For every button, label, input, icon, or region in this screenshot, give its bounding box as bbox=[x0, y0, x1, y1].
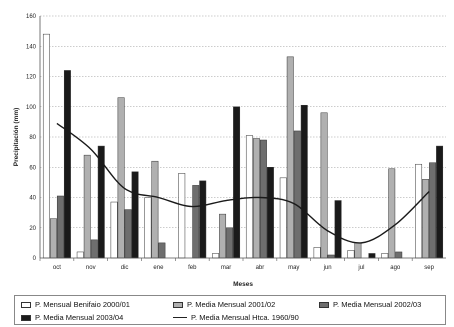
bar-s2-mar bbox=[226, 227, 234, 259]
y-tick-label-7: 140 bbox=[26, 44, 37, 50]
y-tick-label-0: 0 bbox=[33, 256, 37, 262]
bar-s0-dic bbox=[110, 201, 118, 259]
x-tick-label-nov: nov bbox=[86, 265, 96, 271]
y-tick-label-8: 160 bbox=[26, 14, 37, 20]
bar-s2-abr bbox=[259, 139, 267, 259]
legend-item-0: P. Mensual Benifaio 2000/01 bbox=[21, 300, 130, 309]
bar-s2-sep bbox=[429, 162, 437, 259]
y-tick-label-2: 40 bbox=[29, 196, 36, 202]
legend-swatch-0 bbox=[21, 301, 31, 308]
bar-s1-abr bbox=[252, 138, 260, 259]
bar-s0-oct bbox=[42, 33, 50, 259]
bar-s0-sep bbox=[415, 163, 423, 259]
bar-s2-dic bbox=[124, 209, 132, 259]
x-axis-ticks: oct nov dic ene feb mar abr may jun jul ago sep bbox=[39, 258, 435, 271]
bar-s0-ene bbox=[144, 197, 152, 259]
bar-s3-feb bbox=[199, 180, 207, 259]
legend-label-4: P. Media Mensual Htca. 1960/90 bbox=[191, 313, 299, 322]
bar-s0-feb bbox=[178, 173, 186, 259]
y-tick-label-6: 120 bbox=[26, 75, 37, 81]
y-axis-ticks: 0 20 40 60 80 100 120 140 160 bbox=[26, 14, 37, 262]
bar-s3-abr bbox=[266, 167, 274, 259]
x-tick-label-mar: mar bbox=[221, 265, 231, 271]
bar-s0-jun bbox=[313, 247, 321, 259]
bar-s3-dic bbox=[131, 171, 139, 259]
legend-label-3: P. Media Mensual 2003/04 bbox=[35, 313, 124, 322]
bar-s0-abr bbox=[245, 135, 253, 259]
bar-s0-may bbox=[279, 177, 287, 259]
precipitation-chart: 0 20 40 60 80 100 120 140 160 oct nov dic ene feb mar… bbox=[13, 14, 446, 288]
x-tick-label-jun: jun bbox=[323, 265, 332, 271]
bar-s0-jul bbox=[347, 250, 355, 259]
bar-s1-nov bbox=[83, 154, 91, 259]
legend: P. Mensual Benifaio 2000/01 P. Media Men… bbox=[14, 295, 446, 325]
bar-s1-may bbox=[286, 56, 294, 259]
bar-s1-mar bbox=[219, 213, 227, 259]
legend-item-4: P. Media Mensual Htca. 1960/90 bbox=[173, 313, 299, 322]
legend-swatch-2 bbox=[319, 301, 329, 308]
bar-s2-may bbox=[293, 130, 301, 259]
legend-item-2: P. Media Mensual 2002/03 bbox=[319, 300, 421, 309]
y-tick-label-1: 20 bbox=[29, 226, 36, 232]
bar-s3-sep bbox=[436, 145, 444, 259]
bar-s3-jul bbox=[368, 253, 376, 259]
y-tick-label-3: 60 bbox=[29, 165, 36, 171]
bar-s1-dic bbox=[117, 97, 125, 259]
bar-s2-nov bbox=[90, 239, 98, 259]
y-tick-label-5: 100 bbox=[26, 105, 37, 111]
x-axis-title: Meses bbox=[233, 281, 253, 288]
legend-swatch-4 bbox=[173, 317, 187, 318]
x-tick-label-feb: feb bbox=[188, 265, 197, 271]
bar-s1-ene bbox=[151, 160, 159, 259]
x-tick-label-sep: sep bbox=[424, 265, 434, 271]
bar-s2-jun bbox=[327, 254, 335, 259]
bar-s1-sep bbox=[422, 179, 430, 259]
x-tick-label-jul: jul bbox=[357, 265, 364, 271]
legend-swatch-1 bbox=[173, 301, 183, 308]
line-series-0 bbox=[56, 122, 430, 244]
bar-s3-nov bbox=[97, 145, 105, 259]
x-tick-label-oct: oct bbox=[53, 265, 61, 271]
y-axis-title: Precipitación (mm) bbox=[13, 108, 20, 167]
bar-s2-feb bbox=[192, 185, 200, 259]
x-tick-label-may: may bbox=[288, 265, 299, 271]
bar-s2-oct bbox=[56, 195, 64, 259]
legend-item-3: P. Media Mensual 2003/04 bbox=[21, 313, 123, 322]
x-tick-label-ago: ago bbox=[390, 265, 401, 271]
bar-s1-oct bbox=[49, 218, 57, 259]
bar-s3-oct bbox=[63, 70, 71, 259]
x-tick-label-abr: abr bbox=[256, 265, 265, 271]
bar-s1-jul bbox=[354, 242, 362, 259]
historical-line bbox=[56, 122, 430, 244]
bar-s0-ago bbox=[381, 253, 389, 259]
legend-label-2: P. Media Mensual 2002/03 bbox=[333, 300, 422, 309]
legend-item-1: P. Media Mensual 2001/02 bbox=[173, 300, 275, 309]
bar-s3-jun bbox=[334, 200, 342, 259]
bar-s3-mar bbox=[233, 106, 241, 259]
bar-s3-may bbox=[300, 104, 308, 259]
bar-s0-mar bbox=[212, 253, 220, 259]
bar-s2-ago bbox=[395, 251, 403, 259]
bar-s1-jun bbox=[320, 112, 328, 259]
x-tick-label-dic: dic bbox=[121, 265, 129, 271]
bar-s1-ago bbox=[388, 168, 396, 259]
x-tick-label-ene: ene bbox=[153, 265, 164, 271]
legend-label-1: P. Media Mensual 2001/02 bbox=[187, 300, 276, 309]
legend-label-0: P. Mensual Benifaio 2000/01 bbox=[35, 300, 130, 309]
y-tick-label-4: 80 bbox=[29, 135, 36, 141]
legend-swatch-3 bbox=[21, 314, 31, 321]
bar-s0-nov bbox=[76, 251, 84, 259]
bars bbox=[42, 33, 444, 259]
bar-s2-ene bbox=[158, 242, 166, 259]
